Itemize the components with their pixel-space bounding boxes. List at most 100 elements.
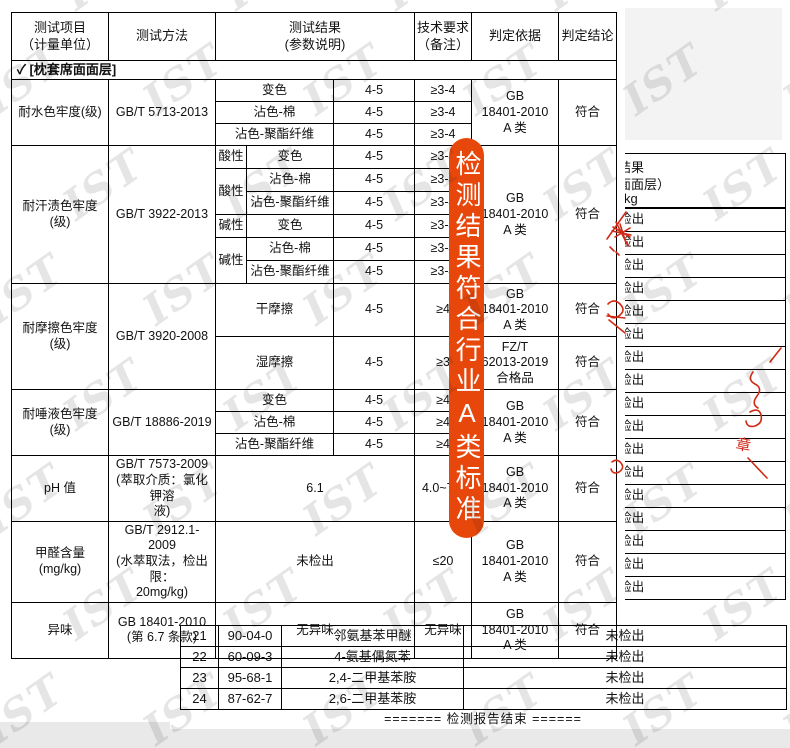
table-cell: 变色 (246, 145, 334, 170)
col-header-tech-requirement: 技术要求 （备注） (414, 12, 472, 61)
table-row: 沾色-棉 4-5 ≥3-4 (12, 101, 617, 125)
table-cell: GB 18401-2010 A 类 (471, 520, 559, 603)
table-cell: GB 18401-2010 A 类 (471, 455, 559, 522)
table-cell: 变色 (246, 214, 334, 239)
table-cell: 4-5 (333, 283, 415, 338)
clipped-text-kg: kg (624, 191, 638, 206)
table-cell: FZ/T 62013-2019 合格品 (471, 336, 559, 391)
col-header-test-method: 测试方法 (108, 12, 216, 61)
table-cell: GB/T 3922-2013 (108, 145, 216, 285)
table-cell: 沾色-聚酯纤维 (246, 191, 334, 216)
table-cell: 4-5 (333, 168, 415, 193)
table-cell: 无异味 (414, 601, 472, 659)
table-cell: 碱性 (215, 237, 247, 285)
table-row: 耐汗渍色牢度 (级) GB/T 3922-2013 酸性 变色 4-5 ≥3-4 GB 18… (11, 145, 617, 285)
table-cell: 4-5 (333, 237, 415, 262)
table-row: 耐摩擦色牢度 (级) GB/T 3920-2008 干摩擦 4-5 ≥4 GB 18401… (11, 283, 617, 391)
table-cell: 耐汗渍色牢度 (级) (11, 145, 109, 285)
table-cell: 耐摩擦色牢度 (级) (11, 283, 109, 391)
table-cell: 4-5 (333, 336, 415, 391)
table-cell: 4-5 (333, 433, 415, 457)
table-cell: 4-5 (333, 145, 415, 170)
table-cell: GB/T 3920-2008 (108, 283, 216, 391)
background-gray-bottom-band (170, 729, 790, 748)
page-2-gray-area (625, 8, 782, 140)
table-cell: 耐水色牢度(级) (11, 79, 109, 147)
table-cell: GB 18401-2010 A 类 (471, 283, 559, 338)
table-cell: 干摩擦 (215, 283, 334, 338)
col-header-judgment-basis: 判定依据 (471, 12, 559, 61)
col-header-conclusion: 判定结论 (558, 12, 617, 61)
table-cell: 异味 (11, 601, 109, 659)
table-cell: 沾色-棉 (246, 237, 334, 262)
table-row: 甲醛含量 (mg/kg) GB/T 2912.1-2009 (水萃取法，检出限： … (11, 520, 617, 603)
substance-name: 2,6-二甲基苯胺 (281, 688, 464, 710)
table-cell: 沾色-聚酯纤维 (246, 260, 334, 285)
background-gray-bottom-left (0, 722, 170, 748)
table-cell: 甲醛含量 (mg/kg) (11, 520, 109, 603)
seq-number: 23 (180, 667, 219, 689)
table-cell: 酸性 (215, 168, 247, 216)
table-row: 耐水色牢度(级) GB/T 5713-2013 变色 4-5 ≥3-4 GB 18401-… (11, 79, 617, 147)
table-row: 耐唾液色牢度 (级) GB/T 18886-2019 变色 4-5 ≥4 GB 18401… (11, 389, 617, 457)
table-cell: 4-5 (333, 389, 415, 413)
table-cell: 符合 (558, 79, 617, 147)
table-cell: 耐唾液色牢度 (级) (11, 389, 109, 457)
table-cell: GB/T 2912.1-2009 (水萃取法，检出限： 20mg/kg) (108, 520, 216, 603)
table-cell: pH 值 (11, 455, 109, 522)
table-cell: 湿摩擦 (215, 336, 334, 391)
table-cell: 未检出 (215, 520, 415, 603)
table-cell: GB 18401-2010 A 类 (471, 145, 559, 285)
table-cell: GB 18401-2010 A 类 (471, 601, 559, 659)
col-header-test-result: 测试结果 (参数说明) (215, 12, 415, 61)
red-overlay-banner: 检测结果符合行业A类标准 (449, 138, 484, 538)
table-cell: 符合 (558, 389, 617, 457)
table-cell: 符合 (558, 145, 617, 285)
table-cell: 沾色-棉 (215, 101, 334, 125)
table-row: 测试项目 （计量单位） 测试方法 测试结果 (参数说明) 技术要求 （备注） 判定依据判… (11, 12, 617, 61)
table-cell: GB 18401-2010 A 类 (471, 79, 559, 147)
table-row: ✓ [枕套席面面层] (11, 59, 617, 81)
table-cell: 符合 (558, 336, 617, 391)
table-row: 23 95-68-1 2,4-二甲基苯胺 未检出 (180, 667, 787, 689)
table-cell: 4-5 (333, 260, 415, 285)
table-row: 沾色-聚酯纤维 4-5 ≥4 (12, 433, 617, 457)
table-cell: 6.1 (215, 455, 415, 522)
table-cell: 沾色-聚酯纤维 (215, 123, 334, 147)
table-row: pH 值 GB/T 7573-2009 (萃取介质：氯化钾溶 液) 6.1 4.0~7… (11, 455, 617, 522)
table-cell: GB 18401-2010 (第 6.7 条款) (108, 601, 216, 659)
table-cell: 沾色-棉 (215, 411, 334, 435)
table-cell: GB/T 5713-2013 (108, 79, 216, 147)
clipped-text-layer: 面面层） (618, 177, 671, 192)
table-cell: 无异味 (215, 601, 415, 659)
table-cell: GB/T 18886-2019 (108, 389, 216, 457)
substance-name: 2,4-二甲基苯胺 (281, 667, 464, 689)
table-cell: 酸性 (215, 145, 247, 170)
table-cell: GB 18401-2010 A 类 (471, 389, 559, 457)
table-cell: 4-5 (333, 79, 415, 103)
report-end-footer: ======= 检测报告结束 ====== (384, 712, 582, 726)
table-cell: 变色 (215, 79, 334, 103)
table-cell: 4-5 (333, 123, 415, 147)
section-row-label: ✓ [枕套席面面层] (11, 59, 617, 81)
table-cell: 4-5 (333, 191, 415, 216)
cas-number: 87-62-7 (218, 688, 282, 710)
table-cell: 符合 (558, 455, 617, 522)
table-cell: GB/T 7573-2009 (萃取介质：氯化钾溶 液) (108, 455, 216, 522)
table-cell: 4-5 (333, 101, 415, 125)
table-cell: ≥3-4 (414, 79, 472, 103)
table-cell: 沾色-棉 (246, 168, 334, 193)
table-row: 沾色-聚酯纤维 4-5 ≥3-4 (12, 260, 617, 285)
table-cell: 沾色-聚酯纤维 (215, 433, 334, 457)
table-cell: ≥3-4 (414, 101, 472, 125)
test-results-table: 测试项目 （计量单位） 测试方法 测试结果 (参数说明) 技术要求 （备注） 判定依据判… (11, 12, 617, 659)
red-overlay-banner-text: 检测结果符合行业A类标准 (452, 150, 482, 526)
table-cell: 4-5 (333, 411, 415, 435)
table-cell: 符合 (558, 283, 617, 338)
col-header-test-item: 测试项目 （计量单位） (11, 12, 109, 61)
table-row: 24 87-62-7 2,6-二甲基苯胺 未检出 (180, 688, 787, 710)
table-cell: 碱性 (215, 214, 247, 239)
table-row: 异味 GB 18401-2010 (第 6.7 条款) 无异味 无异味 GB 18401… (11, 601, 617, 659)
